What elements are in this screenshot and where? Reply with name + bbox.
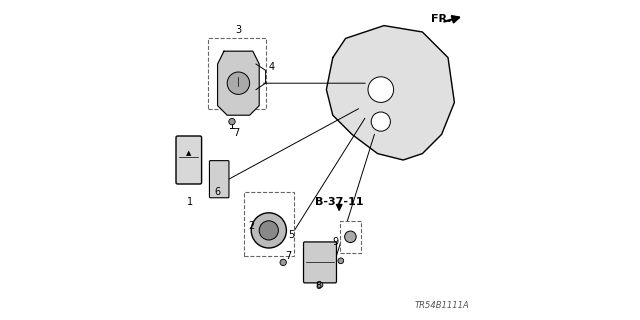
Text: 7: 7 [233, 128, 239, 138]
Circle shape [259, 221, 278, 240]
Text: 9: 9 [332, 236, 339, 247]
Circle shape [368, 77, 394, 102]
Bar [208, 38, 266, 109]
FancyBboxPatch shape [176, 136, 202, 184]
Circle shape [344, 231, 356, 243]
Circle shape [371, 112, 390, 131]
Text: 6: 6 [214, 187, 221, 197]
Circle shape [252, 213, 287, 248]
Text: B-37-11: B-37-11 [315, 196, 364, 207]
Text: 8: 8 [316, 281, 321, 292]
Polygon shape [218, 51, 259, 115]
Bar [340, 221, 361, 253]
Circle shape [317, 282, 323, 288]
Polygon shape [326, 26, 454, 160]
Text: 3: 3 [236, 25, 241, 36]
Circle shape [227, 72, 250, 94]
Text: 4: 4 [269, 62, 275, 72]
Text: 7: 7 [285, 251, 291, 261]
Text: TR54B1111A: TR54B1111A [414, 301, 469, 310]
Text: 5: 5 [288, 230, 294, 240]
Text: ▲: ▲ [186, 151, 191, 156]
Bar [244, 192, 294, 256]
Circle shape [338, 258, 344, 264]
FancyBboxPatch shape [209, 161, 229, 198]
Circle shape [229, 118, 236, 125]
Text: 1: 1 [188, 196, 193, 207]
Text: 2: 2 [248, 220, 254, 231]
Circle shape [280, 259, 287, 266]
Text: FR.: FR. [431, 14, 452, 24]
FancyBboxPatch shape [303, 242, 337, 283]
